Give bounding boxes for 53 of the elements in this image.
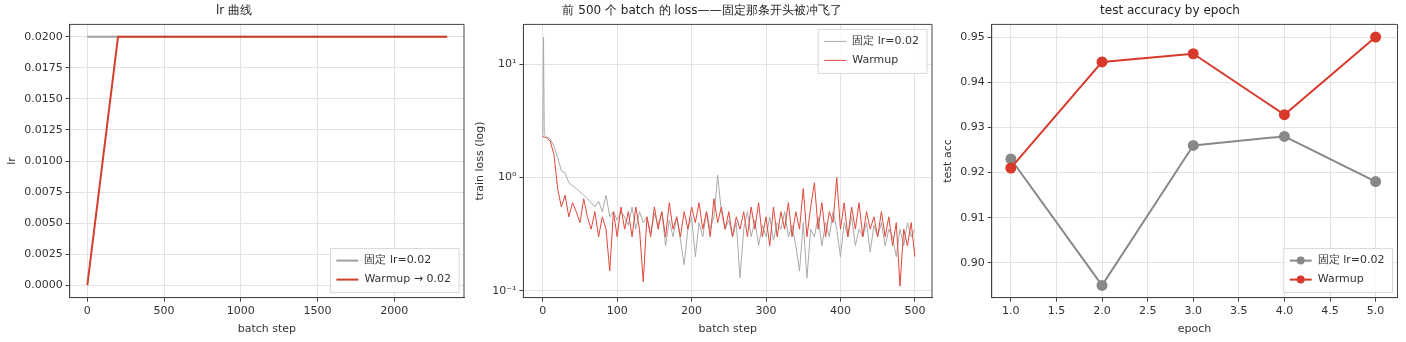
y-tick-label: 0.0000 (24, 278, 63, 292)
y-tick-label: 0.0125 (24, 122, 63, 136)
legend-label: Warmup → 0.02 (364, 272, 452, 286)
y-tick-label: 0.93 (960, 120, 985, 134)
y-tick-label: 0.90 (960, 255, 985, 269)
y-tick-label: 0.92 (960, 165, 985, 179)
x-tick-label: 200 (681, 304, 703, 318)
y-tick-label: 10¹ (497, 57, 517, 71)
y-tick-label: 0.0025 (24, 247, 63, 260)
x-tick-label: 1000 (226, 304, 255, 318)
x-tick-label: 2.0 (1093, 304, 1111, 318)
x-axis-title: batch step (698, 322, 757, 336)
chart-title: 前 500 个 batch 的 loss——固定那条开头被冲飞了 (562, 3, 842, 18)
y-tick-label: 10⁻¹ (492, 283, 517, 297)
x-tick-label: 0 (83, 304, 91, 318)
chart-title: lr 曲线 (215, 3, 253, 18)
y-axis-title: train loss (log) (473, 121, 487, 201)
x-tick-label: 1.5 (1047, 304, 1066, 318)
x-tick-label: 500 (153, 304, 175, 318)
y-tick-label: 0.0150 (24, 91, 63, 105)
x-tick-label: 2000 (380, 304, 409, 318)
y-tick-label: 0.0175 (24, 60, 63, 74)
y-tick-label: 0.0050 (24, 215, 63, 229)
y-tick-label: 0.0200 (24, 29, 63, 43)
x-tick-label: 3.5 (1230, 304, 1248, 318)
y-tick-label: 10⁰ (497, 170, 517, 184)
x-tick-label: 1.0 (1002, 304, 1020, 318)
x-tick-label: 100 (606, 304, 628, 318)
x-tick-label: 3.0 (1184, 304, 1202, 318)
x-tick-label: 4.0 (1275, 304, 1294, 318)
legend-label: 固定 lr=0.02 (364, 253, 432, 267)
x-tick-label: 2.5 (1138, 304, 1157, 318)
x-tick-label: 400 (829, 304, 851, 318)
legend-label: 固定 lr=0.02 (852, 34, 920, 48)
legend-label: 固定 lr=0.02 (1317, 253, 1385, 267)
x-tick-label: 4.5 (1321, 304, 1339, 318)
x-tick-label: 0 (539, 304, 547, 318)
x-axis-title: epoch (1177, 322, 1212, 336)
legend-label: Warmup (852, 53, 899, 67)
legend-label: Warmup (1317, 272, 1364, 286)
x-tick-label: 300 (755, 304, 777, 318)
y-axis-title: test acc (941, 139, 955, 183)
x-axis-title: batch step (237, 322, 297, 336)
y-axis-title: lr (5, 156, 19, 165)
y-tick-label: 0.94 (960, 75, 985, 89)
y-tick-label: 0.0075 (24, 184, 63, 198)
y-tick-label: 0.0100 (24, 153, 63, 167)
x-tick-label: 1500 (303, 304, 332, 318)
x-tick-label: 500 (904, 304, 926, 318)
y-tick-label: 0.95 (960, 29, 985, 43)
x-tick-label: 5.0 (1366, 304, 1385, 318)
y-tick-label: 0.91 (960, 210, 985, 224)
chart-title: test accuracy by epoch (1100, 3, 1240, 18)
